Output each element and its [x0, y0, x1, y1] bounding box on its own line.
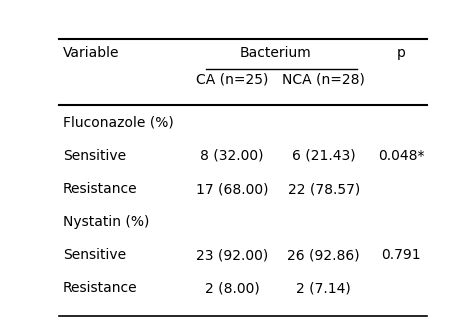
Text: Sensitive: Sensitive [63, 248, 126, 262]
Text: CA (n=25): CA (n=25) [196, 72, 268, 86]
Text: Resistance: Resistance [63, 182, 137, 196]
Text: Sensitive: Sensitive [63, 149, 126, 163]
Text: 2 (8.00): 2 (8.00) [204, 281, 259, 295]
Text: Resistance: Resistance [63, 281, 137, 295]
Text: 26 (92.86): 26 (92.86) [287, 248, 360, 262]
Text: 2 (7.14): 2 (7.14) [296, 281, 351, 295]
Text: Fluconazole (%): Fluconazole (%) [63, 116, 173, 130]
Text: Nystatin (%): Nystatin (%) [63, 215, 149, 229]
Text: NCA (n=28): NCA (n=28) [283, 72, 365, 86]
Text: 0.048*: 0.048* [378, 149, 424, 163]
Text: Variable: Variable [63, 46, 119, 60]
Text: 22 (78.57): 22 (78.57) [288, 182, 360, 196]
Text: 17 (68.00): 17 (68.00) [196, 182, 268, 196]
Text: p: p [396, 46, 405, 60]
Text: Bacterium: Bacterium [240, 46, 312, 60]
Text: 0.791: 0.791 [381, 248, 421, 262]
Text: 23 (92.00): 23 (92.00) [196, 248, 268, 262]
Text: 8 (32.00): 8 (32.00) [200, 149, 264, 163]
Text: 6 (21.43): 6 (21.43) [292, 149, 356, 163]
